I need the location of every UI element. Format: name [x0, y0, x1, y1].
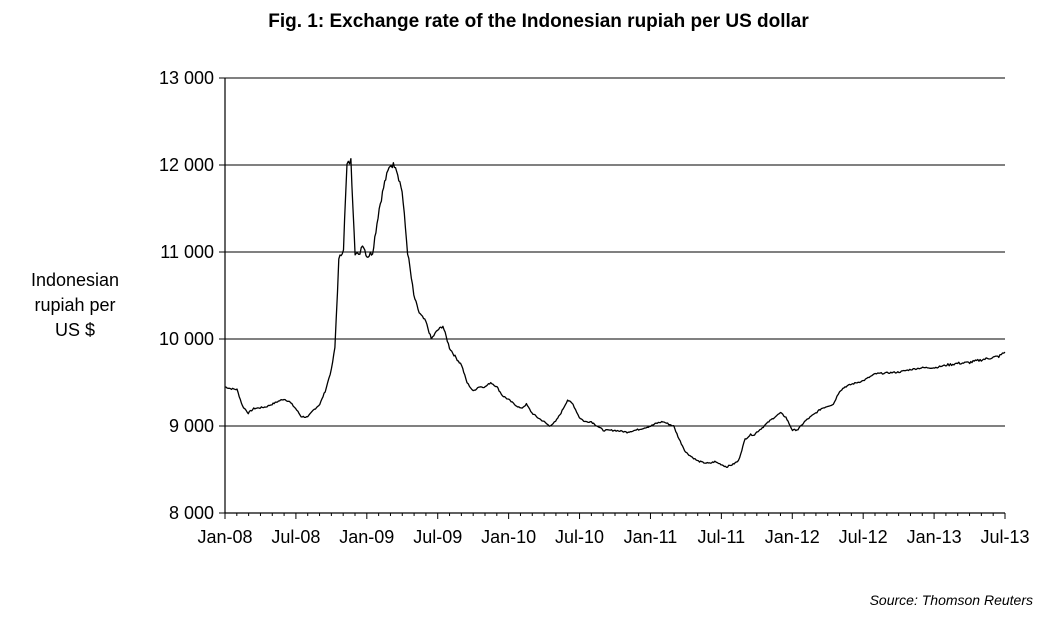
- chart-title: Fig. 1: Exchange rate of the Indonesian …: [8, 11, 1061, 33]
- y-axis-label-line-2: rupiah per: [34, 295, 116, 315]
- x-tick-label: Jul-13: [980, 527, 1029, 547]
- x-ticks: Jan-08 Jul-08 Jan-09 Jul-09 Jan-10 Jul-10 Jan-…: [197, 513, 1030, 547]
- y-tick-label: 9 000: [169, 416, 214, 436]
- exchange-rate-chart: 8 000 9 000 10 000 11 000 12 000 13 000 Jan-0…: [159, 68, 1030, 547]
- y-axis-label: Indonesian rupiah per US $: [10, 268, 140, 343]
- y-tick-label: 13 000: [159, 68, 214, 88]
- x-tick-label: Jan-11: [624, 527, 678, 547]
- x-tick-label: Jul-10: [555, 527, 604, 547]
- y-axis-label-line-3: US $: [54, 320, 96, 340]
- x-tick-label: Jul-12: [839, 527, 888, 547]
- x-tick-label: Jul-11: [698, 527, 746, 547]
- y-ticks: 8 000 9 000 10 000 11 000 12 000 13 000: [159, 68, 225, 523]
- source-note: Source: Thomson Reuters: [869, 592, 1033, 608]
- series-line-idr-usd: [224, 157, 1006, 468]
- axes: [224, 78, 1005, 514]
- figure-number: Fig. 1: [268, 11, 318, 32]
- y-tick-label: 11 000: [160, 242, 214, 262]
- y-tick-label: 10 000: [159, 329, 214, 349]
- x-tick-label: Jan-10: [481, 527, 536, 547]
- y-tick-label: 12 000: [159, 155, 214, 175]
- x-tick-label: Jan-08: [197, 527, 252, 547]
- figure-title-text: : Exchange rate of the Indonesian rupiah…: [317, 11, 809, 32]
- y-tick-label: 8 000: [169, 503, 214, 523]
- x-tick-label: Jan-13: [907, 527, 962, 547]
- x-tick-label: Jul-09: [413, 527, 462, 547]
- y-axis-label-line-1: Indonesian: [30, 270, 120, 290]
- x-tick-label: Jul-08: [271, 527, 320, 547]
- x-tick-label: Jan-12: [765, 527, 820, 547]
- gridlines: [225, 77, 1005, 427]
- x-tick-label: Jan-09: [339, 527, 394, 547]
